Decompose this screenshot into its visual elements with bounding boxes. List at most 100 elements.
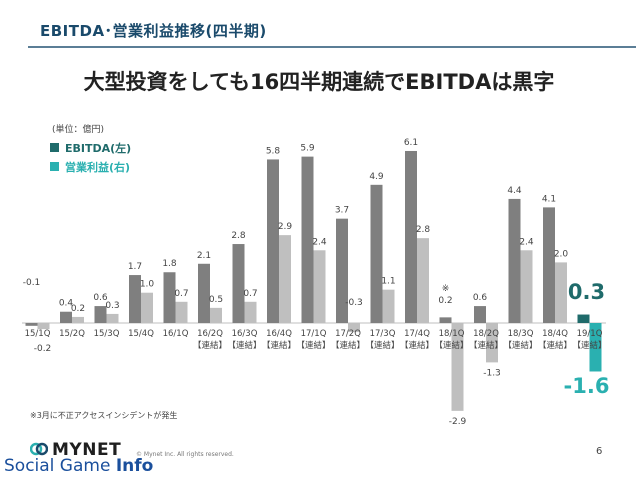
- ebitda-data-label: 2.1: [197, 251, 211, 261]
- chart-legend: EBITDA(左) 営業利益(右): [50, 138, 131, 176]
- ebitda-data-label: 2.8: [231, 231, 246, 241]
- ebitda-data-label: 0.6: [93, 293, 108, 303]
- ebitda-data-label: 4.1: [542, 194, 556, 204]
- watermark-text: Social Game: [4, 456, 116, 476]
- operating-income-data-label: -1.6: [564, 374, 610, 398]
- legend-item-operating-income: 営業利益(右): [50, 157, 131, 176]
- legend-swatch-ebitda: [50, 143, 59, 152]
- operating-income-bar: [486, 323, 498, 363]
- operating-income-bar: [279, 235, 291, 323]
- logo-text: MYNET: [52, 440, 122, 460]
- logo-mark-icon: [29, 441, 49, 457]
- ebitda-bar: [94, 306, 107, 323]
- ebitda-data-label: 1.8: [162, 259, 177, 269]
- category-label: 17/3Q: [370, 329, 396, 339]
- title-divider: [28, 46, 636, 48]
- annotation-mark: ※: [442, 284, 450, 294]
- operating-income-data-label: 0.7: [174, 289, 188, 299]
- operating-income-data-label: -2.9: [449, 417, 467, 427]
- operating-income-bar: [106, 313, 119, 323]
- category-label: 16/4Q: [266, 329, 292, 339]
- category-label: 15/4Q: [128, 329, 154, 339]
- category-label-sub: 【連結】: [331, 340, 365, 351]
- category-label: 18/2Q: [473, 329, 499, 339]
- ebitda-data-label: 6.1: [404, 138, 418, 148]
- operating-income-data-label: 2.4: [312, 237, 327, 247]
- slide-headline: 大型投資をしても16四半期連続でEBITDAは黒字: [83, 70, 555, 94]
- ebitda-bar: [163, 272, 176, 323]
- legend-label-ebitda: EBITDA(左): [65, 141, 132, 155]
- category-label-sub: 【連結】: [572, 340, 606, 351]
- category-label: 15/3Q: [94, 329, 120, 339]
- operating-income-bar: [451, 323, 464, 411]
- operating-income-data-label: 0.2: [71, 304, 85, 314]
- ebitda-data-label: 0.3: [568, 280, 605, 304]
- ebitda-data-label: 0.4: [59, 299, 74, 309]
- category-label: 16/1Q: [163, 329, 189, 339]
- category-label-sub: 【連結】: [296, 340, 330, 351]
- category-label-sub: 【連結】: [227, 340, 261, 351]
- category-label: 19/1Q: [577, 329, 603, 339]
- operating-income-bar: [589, 323, 602, 372]
- operating-income-data-label: 0.5: [209, 295, 223, 305]
- ebitda-bar: [129, 275, 141, 323]
- ebitda-bar: [336, 218, 348, 323]
- ebitda-data-label: 1.7: [128, 262, 142, 272]
- copyright: © Mynet Inc. All rights reserved.: [136, 451, 234, 458]
- operating-income-data-label: 2.4: [519, 237, 534, 247]
- ebitda-data-label: 3.7: [335, 206, 349, 216]
- legend-swatch-operating-income: [50, 162, 59, 171]
- operating-income-bar: [313, 250, 326, 323]
- category-label-sub: 【連結】: [434, 340, 468, 351]
- section-title: EBITDA･営業利益推移(四半期): [40, 22, 267, 40]
- category-label: 18/3Q: [508, 329, 534, 339]
- operating-income-data-label: -0.2: [34, 344, 52, 354]
- operating-income-bar: [417, 238, 429, 323]
- operating-income-bar: [141, 292, 153, 323]
- ebitda-data-label: 5.9: [300, 144, 315, 154]
- operating-income-bar: [244, 301, 257, 323]
- ebitda-data-label: -0.1: [23, 278, 41, 288]
- category-label: 17/4Q: [404, 329, 430, 339]
- ebitda-bar: [543, 207, 555, 323]
- category-label: 17/2Q: [335, 329, 361, 339]
- ebitda-bar: [25, 323, 38, 326]
- ebitda-bar: [198, 263, 210, 323]
- operating-income-bar: [382, 289, 395, 323]
- ebitda-bar: [474, 306, 486, 323]
- ebitda-data-label: 4.4: [507, 186, 522, 196]
- operating-income-bar: [520, 250, 533, 323]
- operating-income-bar: [72, 316, 84, 323]
- operating-income-data-label: 0.7: [243, 289, 257, 299]
- operating-income-data-label: 2.9: [278, 222, 293, 232]
- category-label-sub: 【連結】: [365, 340, 399, 351]
- category-label: 16/3Q: [232, 329, 258, 339]
- ebitda-data-label: 5.8: [266, 146, 281, 156]
- ebitda-bar: [439, 317, 452, 323]
- operating-income-bar: [348, 323, 360, 333]
- operating-income-bar: [555, 262, 567, 323]
- category-label-sub: 【連結】: [538, 340, 572, 351]
- category-label: 18/1Q: [439, 329, 465, 339]
- watermark: Social Game Info: [4, 456, 153, 476]
- category-label: 18/4Q: [542, 329, 568, 339]
- operating-income-data-label: -1.3: [483, 368, 501, 378]
- operating-income-data-label: 2.0: [554, 249, 569, 259]
- category-label-sub: 【連結】: [193, 340, 227, 351]
- operating-income-bar: [210, 307, 222, 323]
- category-label-sub: 【連結】: [400, 340, 434, 351]
- ebitda-bar: [232, 244, 245, 323]
- page-number: 6: [596, 446, 603, 457]
- operating-income-data-label: 2.8: [416, 225, 431, 235]
- category-label-sub: 【連結】: [262, 340, 296, 351]
- operating-income-data-label: -0.3: [345, 298, 363, 308]
- operating-income-bar: [175, 301, 188, 323]
- ebitda-bar: [267, 159, 279, 323]
- category-label-sub: 【連結】: [503, 340, 537, 351]
- ebitda-bar: [60, 311, 72, 323]
- operating-income-data-label: 1.0: [140, 280, 155, 290]
- ebitda-data-label: 0.2: [438, 296, 452, 306]
- category-label: 17/1Q: [301, 329, 327, 339]
- ebitda-bar: [301, 156, 314, 323]
